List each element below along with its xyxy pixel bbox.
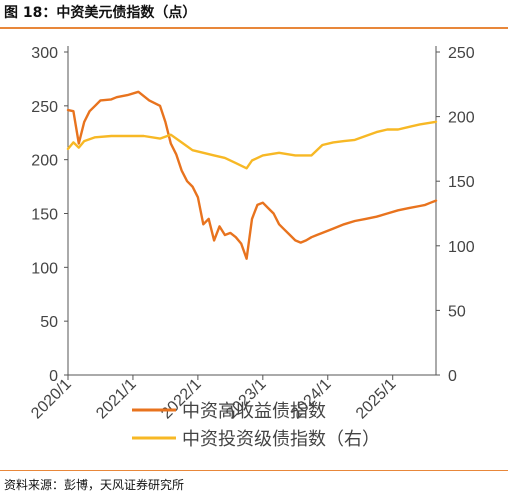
series-line-high-yield (66, 90, 438, 260)
y-left-tick-label: 50 (40, 314, 58, 331)
y-left-tick-label: 200 (31, 153, 58, 170)
y-left-tick-label: 300 (31, 45, 58, 62)
y-right-tick-label: 0 (448, 368, 457, 385)
y-left-tick-label: 0 (49, 368, 58, 385)
source-note: 资料来源：彭博，天风证券研究所 (4, 478, 185, 492)
title-divider (0, 27, 508, 29)
figure-title: 图 18：中资美元债指数（点） (4, 5, 197, 21)
x-tick-label: 2025/1 (353, 376, 400, 423)
x-tick-label: 2021/1 (93, 376, 140, 423)
y-right-tick-label: 100 (448, 239, 475, 256)
y-left-tick-label: 150 (31, 207, 58, 224)
legend-label: 中资投资级债指数（右） (182, 429, 380, 450)
series-line-investment-grade (66, 120, 438, 170)
legend-label: 中资高收益债指数 (182, 401, 326, 422)
y-left-tick-label: 250 (31, 99, 58, 116)
y-left-tick-label: 100 (31, 260, 58, 277)
y-right-tick-label: 50 (448, 303, 466, 320)
y-right-tick-label: 200 (448, 110, 475, 127)
y-right-tick-label: 250 (448, 45, 475, 62)
y-right-tick-label: 150 (448, 174, 475, 191)
source-divider (0, 470, 508, 471)
